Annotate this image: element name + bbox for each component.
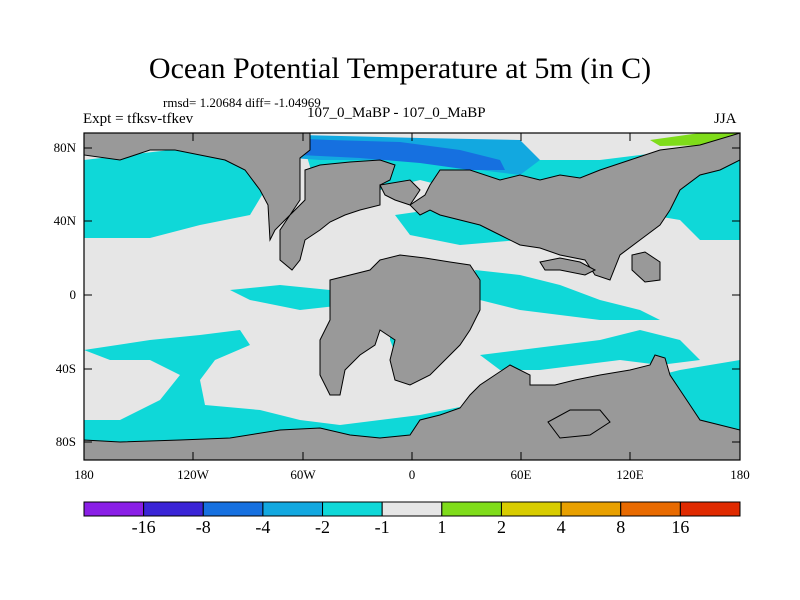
lat-label-40n: 40N (53, 213, 76, 228)
colorbar-label: 1 (437, 517, 447, 537)
lon-label-60w: 60W (290, 467, 316, 482)
southeast-asia-islands (539, 257, 597, 276)
colorbar-label: 8 (616, 517, 626, 537)
eurasia (409, 132, 741, 281)
colorbar-swatch (620, 501, 681, 517)
lat-label-40s: 40S (55, 361, 76, 376)
colorbar-swatch (83, 501, 145, 517)
lon-label-120w: 120W (177, 467, 209, 482)
colorbar-label: 2 (496, 517, 506, 537)
colorbar-label: 16 (671, 517, 690, 537)
colorbar-swatch (262, 501, 324, 517)
tropical-indian-cool (475, 270, 660, 320)
lat-label-80s: 80S (55, 434, 76, 449)
colorbar-swatch (143, 501, 204, 517)
lon-label-0: 0 (408, 467, 416, 482)
colorbar-label: -8 (195, 517, 211, 537)
colorbar-label: -1 (374, 517, 390, 537)
colorbar-swatch (679, 501, 741, 517)
lat-label-80n: 80N (53, 140, 76, 155)
colorbar-label: -2 (315, 517, 331, 537)
case-label: 107_0_MaBP - 107_0_MaBP (307, 105, 486, 121)
africa-south-america (319, 254, 481, 396)
lon-label-120e: 120E (616, 467, 644, 482)
lon-label-180e: 180 (730, 467, 750, 482)
map-title: Ocean Potential Temperature at 5m (in C) (148, 52, 652, 85)
colorbar-swatch (500, 501, 562, 517)
map-panel (83, 132, 741, 461)
colorbar (83, 501, 741, 517)
colorbar-swatch (441, 501, 502, 517)
colorbar-swatch (560, 501, 622, 517)
south-island-a (547, 409, 611, 439)
colorbar-swatch (202, 501, 264, 517)
colorbar-swatch (322, 501, 383, 517)
season-label: JJA (714, 111, 737, 127)
axis-ticks (84, 133, 740, 460)
colorbar-label: -4 (255, 517, 271, 537)
colorbar-swatch (381, 501, 443, 517)
colorbar-label: 4 (556, 517, 566, 537)
land-masses (83, 132, 741, 461)
colorbar-label: -16 (131, 517, 156, 537)
experiment-label: Expt = tfksv-tfkev (83, 111, 194, 127)
lon-label-180w: 180 (74, 467, 94, 482)
lon-label-60e: 60E (510, 467, 532, 482)
stats-text: rmsd= 1.20684 diff= -1.04969 (163, 95, 321, 110)
tethys-cool (395, 210, 520, 245)
north-pacific-cool (84, 150, 265, 238)
southern-indian-cool (480, 330, 700, 370)
greenland-block (379, 179, 421, 206)
east-island (631, 251, 661, 283)
lat-label-0: 0 (69, 287, 77, 302)
north-america (83, 132, 396, 271)
equatorial-atlantic-cool (230, 285, 345, 310)
